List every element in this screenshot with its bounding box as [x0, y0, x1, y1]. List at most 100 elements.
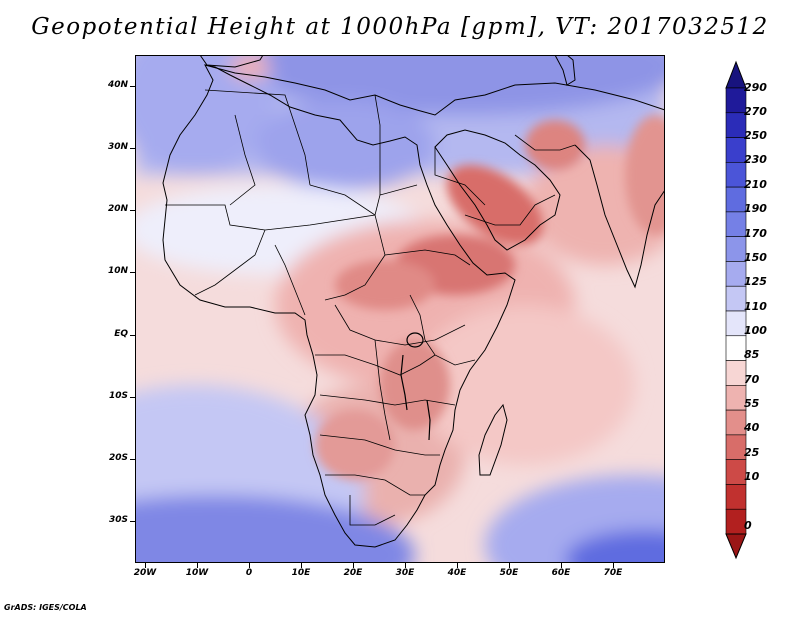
colorbar-boxes: [725, 87, 747, 535]
colorbar-label: 40: [744, 421, 760, 434]
colorbar-swatch: [725, 484, 747, 510]
lat-tick: [130, 397, 135, 398]
colorbar-swatch: [725, 459, 747, 485]
colorbar-label: 25: [744, 446, 760, 459]
lon-label-70e: 70E: [603, 568, 623, 578]
border-12: [349, 495, 396, 526]
lat-label-30s: 30S: [108, 515, 128, 525]
colorbar-swatch: [725, 409, 747, 436]
lon-label-0: 0: [245, 568, 253, 578]
field-south-atlantic-dark: [135, 495, 415, 563]
border-16: [409, 294, 476, 366]
madagascar-coastline: [478, 403, 508, 476]
colorbar-label: 170: [744, 227, 767, 240]
lakes: [400, 332, 431, 441]
lat-tick: [130, 272, 135, 273]
field-indian-ocean-pink: [415, 305, 635, 465]
colorbar-swatch: [725, 112, 747, 138]
border-9: [319, 394, 456, 406]
colorbar-label: 270: [744, 105, 767, 118]
colorbar-swatch: [725, 186, 747, 213]
lon-label-20w: 20W: [133, 568, 157, 578]
border-14: [274, 244, 306, 316]
colorbar-swatch: [725, 162, 747, 188]
map-title: Geopotential Height at 1000hPa [gpm], VT…: [31, 14, 769, 40]
colorbar-swatch: [725, 360, 747, 386]
colorbar-swatch: [725, 434, 747, 460]
colorbar-swatch: [725, 385, 747, 411]
lon-label-50e: 50E: [499, 568, 519, 578]
border-7: [334, 304, 466, 346]
border-10: [319, 434, 440, 456]
lat-tick: [130, 210, 135, 211]
iberia-coast: [199, 55, 264, 68]
colorbar-swatch: [725, 87, 747, 114]
lon-label-10e: 10E: [291, 568, 311, 578]
border-2: [165, 184, 418, 231]
map-panel: [135, 55, 665, 563]
colorbar-label: 230: [744, 153, 767, 166]
coastlines: [162, 55, 665, 548]
colorbar-swatch: [725, 211, 747, 237]
lat-label-20n: 20N: [107, 204, 128, 214]
lat-tick: [130, 459, 135, 460]
colorbar-label: 85: [744, 348, 760, 361]
border-11: [325, 474, 425, 496]
lon-tick: [197, 563, 198, 568]
field-iberia-pink: [230, 55, 270, 79]
colorbar-label: 125: [744, 275, 767, 288]
arabia-coastline: [434, 129, 561, 251]
lon-tick: [561, 563, 562, 568]
border-17: [464, 194, 556, 226]
lon-tick: [509, 563, 510, 568]
lon-tick: [405, 563, 406, 568]
field-sudan-high: [335, 260, 435, 310]
lat-tick: [130, 86, 135, 87]
lon-tick: [301, 563, 302, 568]
lat-label-eq: EQ: [114, 329, 128, 339]
lon-tick: [145, 563, 146, 568]
border-13: [194, 229, 266, 296]
lon-label-60e: 60E: [551, 568, 571, 578]
caspian-coast: [554, 55, 576, 86]
lake-victoria: [406, 332, 424, 348]
mediterranean-coast: [204, 64, 665, 116]
colorbar-label: 190: [744, 202, 767, 215]
lake-malawi: [426, 399, 431, 441]
colorbar-top-triangle: [725, 60, 747, 89]
border-18: [434, 147, 486, 206]
lon-label-10w: 10W: [185, 568, 209, 578]
lake-tanganyika: [400, 354, 408, 411]
lat-label-10n: 10N: [107, 266, 128, 276]
grads-credit: GrADS: IGES/COLA: [4, 603, 87, 612]
lat-tick: [130, 148, 135, 149]
colorbar-swatch: [725, 335, 747, 361]
india-coastline: [574, 144, 665, 289]
colorbar-swatch: [725, 261, 747, 287]
lon-label-40e: 40E: [447, 568, 467, 578]
colorbar: [725, 60, 747, 560]
colorbar-swatch: [725, 508, 747, 535]
border-3: [229, 114, 256, 206]
field-iran-high: [525, 120, 585, 170]
lon-tick: [353, 563, 354, 568]
colorbar-label: 55: [744, 397, 760, 410]
country-borders: [165, 89, 576, 526]
lat-label-40n: 40N: [107, 80, 128, 90]
colorbar-label: 110: [744, 300, 767, 313]
field-south-indian-dark: [565, 530, 665, 563]
border-19: [514, 134, 576, 151]
field-east-africa-high: [380, 340, 450, 430]
lon-tick: [613, 563, 614, 568]
border-6: [384, 249, 471, 266]
colorbar-label: 0: [744, 519, 752, 532]
field-zambia: [315, 410, 395, 480]
lat-label-20s: 20S: [108, 453, 128, 463]
colorbar-label: 290: [744, 81, 767, 94]
colorbar-swatch: [725, 285, 747, 312]
lon-label-30e: 30E: [395, 568, 415, 578]
colorbar-label: 150: [744, 251, 767, 264]
colorbar-bottom-triangle: [725, 533, 747, 560]
colorbar-label: 70: [744, 373, 760, 386]
africa-coastline: [162, 64, 516, 548]
